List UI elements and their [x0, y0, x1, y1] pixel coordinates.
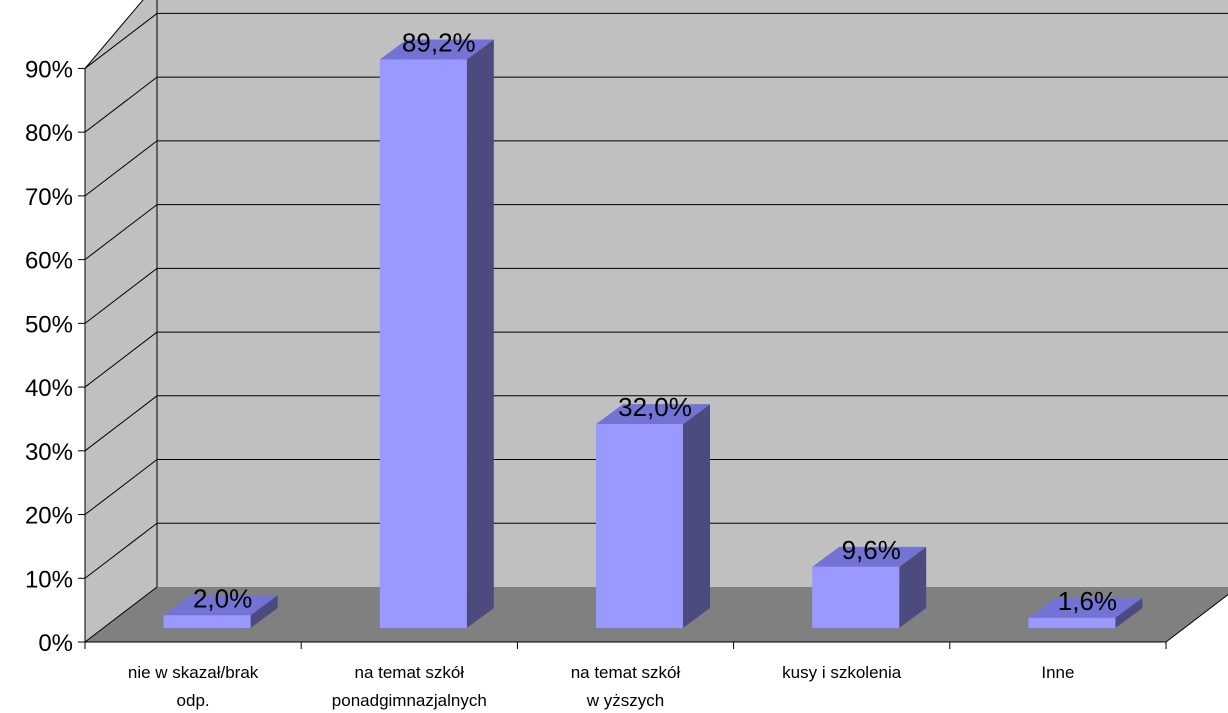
bar: [163, 615, 251, 628]
x-category-label-line: na temat szkół: [571, 663, 681, 682]
x-tick-labels: nie w skazał/brak odp. na temat szkół ponad…: [128, 663, 1075, 710]
x-category-label-line: w yższych: [586, 691, 664, 710]
bar-side: [250, 595, 278, 628]
data-label: 89,2%: [402, 28, 476, 58]
x-category-label: kusy i szkolenia: [782, 663, 902, 682]
bar-side: [1115, 597, 1143, 628]
axes: [78, 67, 1228, 649]
x-category-label-line: nie w skazał/brak: [128, 663, 259, 682]
y-tick-label: 70%: [25, 184, 73, 211]
bar-top: [1028, 597, 1143, 618]
gridline-side: [84, 459, 158, 515]
bars: [163, 39, 1143, 629]
bar: [596, 424, 683, 628]
data-label: 32,0%: [618, 392, 692, 422]
side-wall-top-edge: [84, 0, 144, 69]
y-tick-label: 30%: [25, 439, 73, 466]
y-tick-label: 10%: [25, 566, 73, 593]
side-wall: [85, 0, 157, 642]
gridline-side: [84, 204, 158, 261]
bar-top: [379, 39, 494, 60]
bar-top: [596, 404, 710, 425]
data-label: 2,0%: [193, 583, 252, 613]
x-category-label-line: ponadgimnazjalnych: [332, 691, 487, 710]
data-labels: 2,0% 89,2% 32,0% 9,6% 1,6%: [193, 28, 1117, 616]
x-category-label-line: kusy i szkolenia: [782, 663, 902, 682]
y-tick-label: 90%: [25, 56, 73, 83]
bar-top: [812, 546, 927, 567]
bar: [379, 59, 467, 629]
gridlines: [84, 12, 1228, 643]
bar-side: [899, 546, 927, 628]
gridline-side: [84, 331, 158, 388]
x-category-label: nie w skazał/brak odp.: [128, 663, 259, 710]
x-category-label: na temat szkół w yższych: [571, 663, 681, 710]
y-tick-label: 80%: [25, 120, 73, 147]
x-category-label-line: Inne: [1041, 663, 1074, 682]
x-category-label-line: na temat szkół: [354, 663, 464, 682]
x-category-label: na temat szkół ponadgimnazjalnych: [332, 663, 487, 710]
bar-top: [163, 595, 278, 616]
x-category-label: Inne: [1041, 663, 1074, 682]
data-label: 1,6%: [1058, 586, 1117, 616]
gridline-side: [84, 76, 158, 133]
y-tick-label: 20%: [25, 503, 73, 530]
y-tick-labels: 0% 10% 20% 30% 40% 50% 60% 70% 80% 90%: [25, 56, 73, 657]
bar: [812, 566, 900, 628]
gridline-side: [84, 586, 158, 643]
bar: [1028, 617, 1116, 628]
x-category-label-line: odp.: [177, 691, 210, 710]
y-tick-label: 0%: [38, 630, 73, 657]
gridline-side: [84, 395, 158, 452]
gridline-side: [84, 140, 158, 197]
bar-side: [466, 39, 494, 629]
bar-side: [683, 404, 710, 628]
y-tick-label: 40%: [25, 375, 73, 402]
y-tick-label: 60%: [25, 248, 73, 275]
gridline-side: [84, 13, 158, 69]
floor-right-edge: [1165, 594, 1228, 643]
gridline-side: [84, 267, 158, 324]
gridline-side: [84, 522, 158, 579]
y-tick-label: 50%: [25, 311, 73, 338]
data-label: 9,6%: [842, 535, 901, 565]
